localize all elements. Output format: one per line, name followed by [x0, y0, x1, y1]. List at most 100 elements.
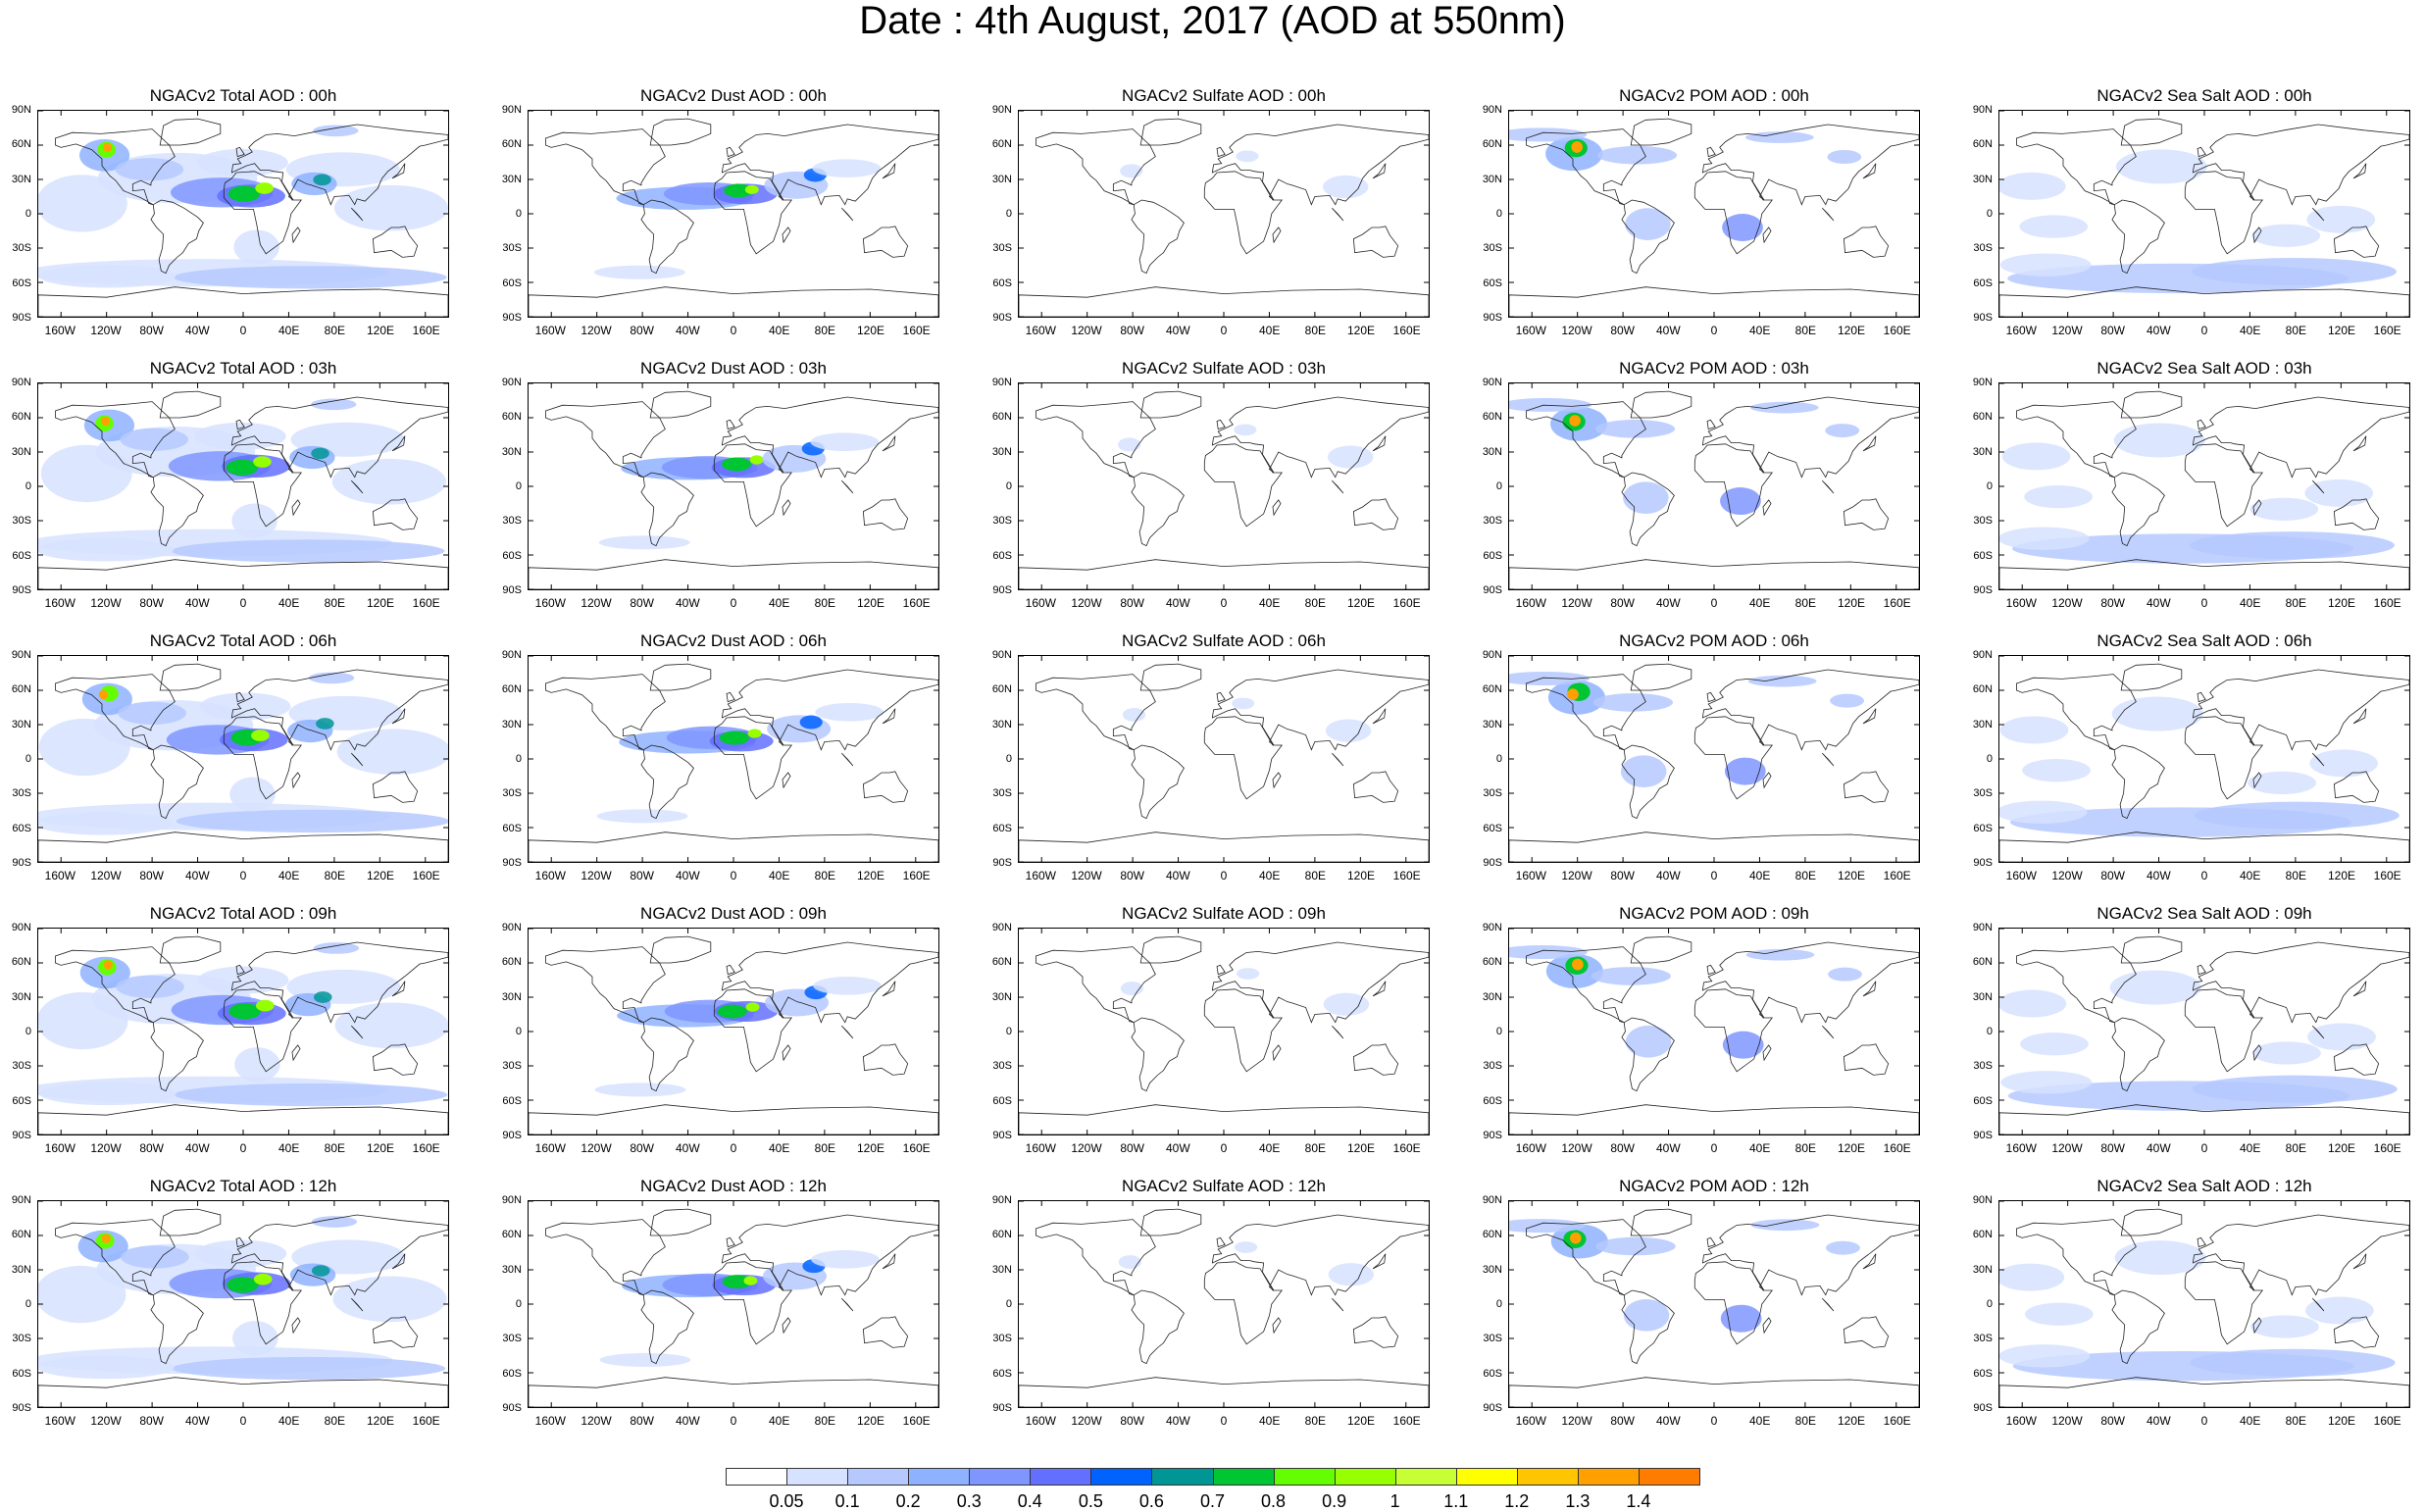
- lat-tick-label: 60S: [992, 1367, 1012, 1380]
- coastline: [1526, 128, 1646, 206]
- coastline: [2252, 772, 2262, 789]
- lon-tick-label: 0: [239, 596, 247, 610]
- map-area: [1998, 382, 2410, 590]
- lat-tick-label: 60S: [1483, 822, 1502, 834]
- lon-tick-label: 120E: [366, 1414, 395, 1428]
- aod-plume: [255, 182, 274, 194]
- world-map-svg: [1019, 929, 1429, 1134]
- aod-plume: [332, 1276, 447, 1323]
- coastline: [2333, 226, 2380, 258]
- lon-tick-label: 120W: [1071, 1414, 1102, 1428]
- colorbar-swatch: [908, 1468, 971, 1486]
- coastline: [1762, 772, 1772, 789]
- aod-plume: [2109, 970, 2201, 1005]
- coastline: [2016, 128, 2137, 206]
- lon-tick-label: 120W: [581, 1414, 612, 1428]
- coastline: [1509, 1377, 1919, 1407]
- aod-plume: [101, 1234, 111, 1243]
- aod-plume: [1999, 800, 2088, 824]
- coastline: [1843, 1043, 1890, 1076]
- aod-plume: [815, 702, 884, 722]
- panel-title: NGACv2 Total AOD : 12h: [149, 1177, 337, 1195]
- lon-tick-label: 80E: [2285, 324, 2306, 337]
- aod-plume: [174, 1083, 448, 1107]
- coastline: [721, 396, 938, 479]
- lon-tick-label: 40E: [2239, 324, 2261, 337]
- coastline: [1701, 396, 1919, 479]
- lon-tick-label: 160W: [534, 596, 566, 610]
- lon-tick-label: 120E: [1346, 1414, 1376, 1428]
- lon-tick-label: 160E: [1392, 1141, 1421, 1155]
- aod-plume: [2191, 258, 2397, 286]
- lon-tick-label: 80E: [2285, 1414, 2306, 1428]
- colorbar-swatch: [1577, 1468, 1640, 1486]
- lat-tick-label: 30N: [501, 718, 522, 731]
- aod-plume: [1591, 967, 1671, 985]
- coastline: [640, 744, 694, 820]
- coastline: [2120, 663, 2183, 691]
- coastline: [1203, 1261, 1284, 1345]
- coastline: [545, 1219, 666, 1296]
- coastline: [2352, 981, 2367, 997]
- map-panel-sulfate-4: NGACv2 Sulfate AOD : 12h 90N 60N 30N 0 30S 60S…: [981, 1177, 1441, 1441]
- coastline: [1701, 941, 1919, 1024]
- world-map-svg: [1999, 1201, 2409, 1407]
- aod-plume: [331, 458, 446, 505]
- lon-tick-label: 0: [239, 1141, 247, 1155]
- lon-tick-label: 40W: [184, 596, 210, 610]
- colorbar-swatch: [1334, 1468, 1396, 1486]
- coastline: [235, 419, 245, 430]
- lon-tick-label: 80E: [814, 596, 835, 610]
- coastline: [1821, 479, 1835, 494]
- lat-tick-label: 90S: [1483, 584, 1502, 596]
- coastline: [38, 832, 448, 862]
- coastline: [1762, 1044, 1772, 1062]
- coastline: [1131, 1289, 1185, 1365]
- coastline: [55, 946, 176, 1024]
- coastline: [2252, 499, 2262, 517]
- aod-plume: [38, 175, 127, 232]
- lon-tick-label: 40W: [675, 1141, 700, 1155]
- map-area: [1018, 655, 1430, 863]
- lat-tick-label: 60N: [1482, 683, 1502, 696]
- lat-tick-label: 30S: [502, 515, 522, 528]
- lon-tick-label: 120E: [856, 1141, 885, 1155]
- coastline: [1630, 390, 1692, 419]
- coastline: [291, 227, 301, 244]
- map-area: [528, 655, 939, 863]
- coastline: [2192, 669, 2409, 751]
- lon-tick-label: 0: [1710, 324, 1718, 337]
- lon-tick-label: 160E: [412, 324, 440, 337]
- lon-tick-label: 80E: [1304, 324, 1326, 337]
- lon-tick-label: 120E: [1346, 596, 1376, 610]
- lon-tick-label: 80E: [814, 1141, 835, 1155]
- colorbar-swatch: [786, 1468, 849, 1486]
- coastline: [1621, 199, 1675, 275]
- lon-tick-label: 0: [730, 596, 737, 610]
- coastline: [2197, 691, 2206, 703]
- coastline: [1131, 199, 1185, 275]
- lat-tick-label: 90S: [1973, 584, 1993, 596]
- lat-tick-label: 90N: [1482, 922, 1502, 933]
- lon-tick-label: 40E: [1748, 869, 1771, 882]
- lon-tick-label: 160E: [1883, 869, 1911, 882]
- lon-tick-label: 80E: [1794, 869, 1816, 882]
- coastline: [2311, 479, 2325, 494]
- lat-tick-label: 60N: [11, 683, 31, 696]
- coastline: [782, 772, 791, 789]
- coastline: [726, 691, 735, 703]
- colorbar-label: 0.05: [769, 1491, 804, 1511]
- lat-tick-label: 0: [1986, 480, 1993, 492]
- lon-tick-label: 120W: [581, 324, 612, 337]
- lat-tick-label: 60N: [501, 138, 522, 151]
- colorbar-swatch: [1212, 1468, 1275, 1486]
- aod-plume: [1567, 688, 1579, 700]
- colorbar-label: 0.9: [1322, 1491, 1347, 1511]
- lat-tick-label: 60S: [1483, 1367, 1502, 1380]
- lat-tick-label: 90S: [1973, 1402, 1993, 1414]
- lat-tick-label: 30N: [1972, 173, 1993, 185]
- coastline: [1211, 396, 1429, 479]
- aod-plume: [310, 398, 357, 411]
- coastline: [2252, 1044, 2262, 1062]
- aod-plume: [1509, 397, 1592, 412]
